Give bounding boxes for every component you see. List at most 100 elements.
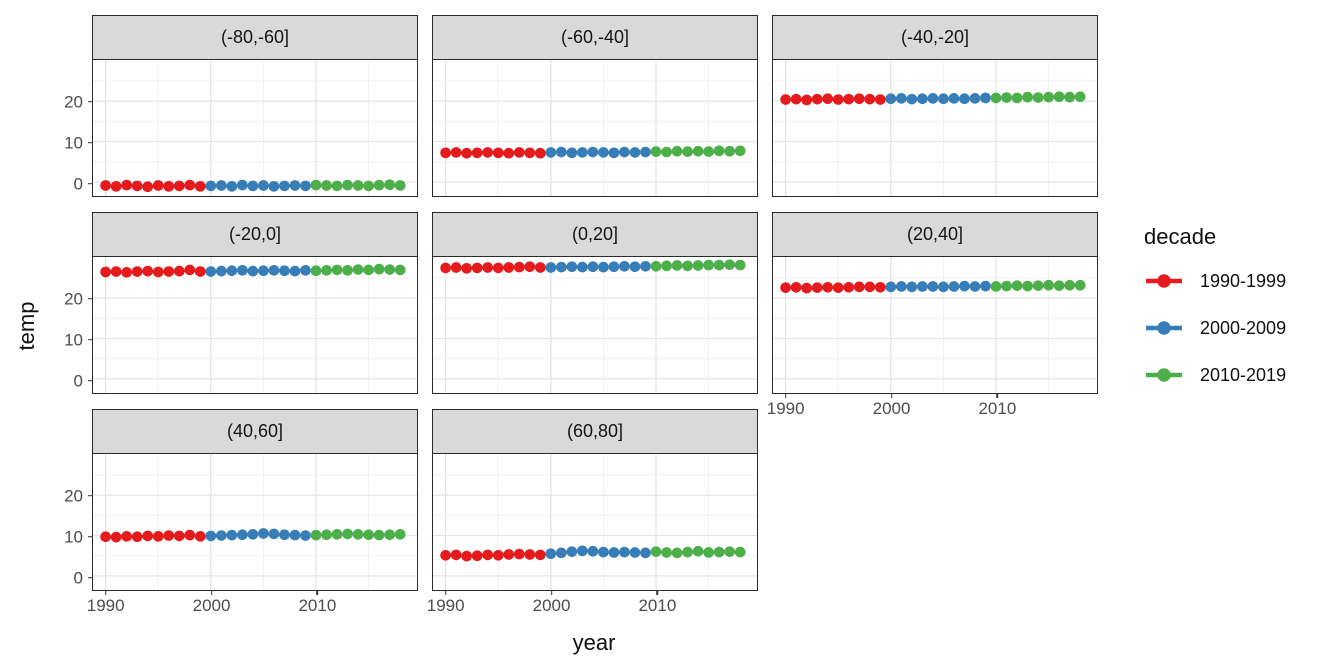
data-point — [363, 180, 374, 192]
facet-strip-label: (60,80] — [432, 409, 758, 454]
data-point — [394, 528, 406, 540]
data-point — [1011, 92, 1023, 104]
data-point — [566, 546, 578, 557]
data-point — [713, 259, 725, 271]
data-point — [226, 529, 238, 541]
facet-plot-area: 0 10 20 — [64, 59, 418, 197]
data-point — [822, 281, 834, 293]
facet-canvas — [433, 257, 757, 393]
data-point — [801, 282, 813, 294]
y-tick-label: 20 — [64, 289, 83, 309]
data-point — [608, 147, 620, 159]
data-point — [1064, 279, 1076, 291]
data-point — [874, 281, 886, 293]
data-point — [237, 179, 248, 191]
y-tick-mark — [88, 494, 93, 497]
data-point — [279, 529, 290, 541]
data-point — [811, 282, 823, 293]
data-point — [692, 545, 704, 557]
data-point — [100, 531, 111, 543]
data-point — [450, 549, 462, 561]
data-point — [258, 528, 269, 539]
legend-entry-label: 2010-2019 — [1200, 364, 1287, 385]
data-point — [640, 146, 651, 158]
x-tick-mark — [210, 590, 213, 595]
data-point — [780, 94, 791, 105]
data-point — [1032, 92, 1044, 103]
data-point — [545, 548, 557, 560]
data-point — [384, 264, 396, 275]
data-point — [363, 529, 374, 541]
facet-plot-area — [432, 256, 758, 394]
data-point — [1074, 91, 1086, 103]
data-point — [832, 282, 844, 293]
data-point — [342, 264, 353, 276]
data-point — [121, 531, 133, 542]
y-tick-label: 20 — [64, 92, 83, 112]
facet-canvas — [93, 257, 417, 393]
facet-panel: (-20,0] 0 10 20 — [64, 212, 418, 394]
data-point — [682, 546, 693, 558]
line-point-key-icon — [1146, 368, 1182, 382]
y-tick-label: 10 — [64, 330, 83, 350]
data-point — [959, 280, 970, 292]
data-point — [247, 180, 259, 192]
data-point — [682, 146, 693, 157]
data-point — [352, 528, 364, 540]
data-point — [524, 147, 536, 159]
x-tick-mark — [550, 590, 553, 595]
data-point — [289, 265, 301, 277]
data-point — [713, 546, 725, 558]
data-point — [524, 261, 536, 273]
data-point — [927, 281, 939, 292]
data-point — [163, 266, 175, 277]
data-point — [513, 548, 525, 560]
data-point — [352, 180, 364, 191]
x-tick-mark — [996, 393, 999, 398]
data-point — [131, 266, 143, 277]
facet-canvas — [773, 60, 1097, 196]
data-point — [163, 530, 175, 541]
data-point — [640, 260, 651, 272]
data-point — [734, 145, 746, 157]
data-point — [268, 180, 280, 192]
data-point — [279, 265, 290, 277]
data-point — [173, 530, 185, 542]
data-point — [545, 147, 557, 158]
data-point — [310, 179, 322, 191]
data-point — [384, 529, 396, 541]
x-tick-mark — [784, 393, 787, 398]
data-point — [587, 261, 599, 273]
data-point — [661, 260, 672, 272]
data-point — [598, 261, 609, 273]
data-point — [331, 264, 343, 276]
data-point — [555, 261, 567, 273]
data-point — [864, 93, 876, 105]
data-point — [440, 262, 451, 274]
x-tick-label: 1990 — [766, 399, 805, 418]
data-point — [100, 180, 111, 191]
data-point — [289, 180, 301, 191]
data-point — [131, 180, 143, 192]
facet-strip-label: (-80,-60] — [92, 15, 418, 60]
y-tick-mark — [88, 297, 93, 300]
data-point — [1001, 92, 1012, 103]
data-point — [194, 266, 206, 277]
data-point — [534, 147, 546, 159]
data-point — [682, 260, 693, 272]
data-point — [969, 93, 981, 104]
data-point — [790, 93, 802, 105]
data-point — [534, 262, 546, 273]
data-point — [959, 93, 970, 105]
data-point — [734, 259, 746, 271]
data-point — [310, 265, 322, 277]
data-point — [173, 265, 185, 277]
legend-entry-label: 2000-2009 — [1200, 317, 1287, 338]
data-point — [184, 264, 196, 276]
facet-canvas — [93, 60, 417, 196]
facet-strip-label: (-20,0] — [92, 212, 418, 257]
x-tick-label: 2000 — [192, 596, 231, 615]
data-point — [492, 147, 504, 159]
data-point — [566, 147, 578, 159]
data-point — [724, 145, 736, 157]
